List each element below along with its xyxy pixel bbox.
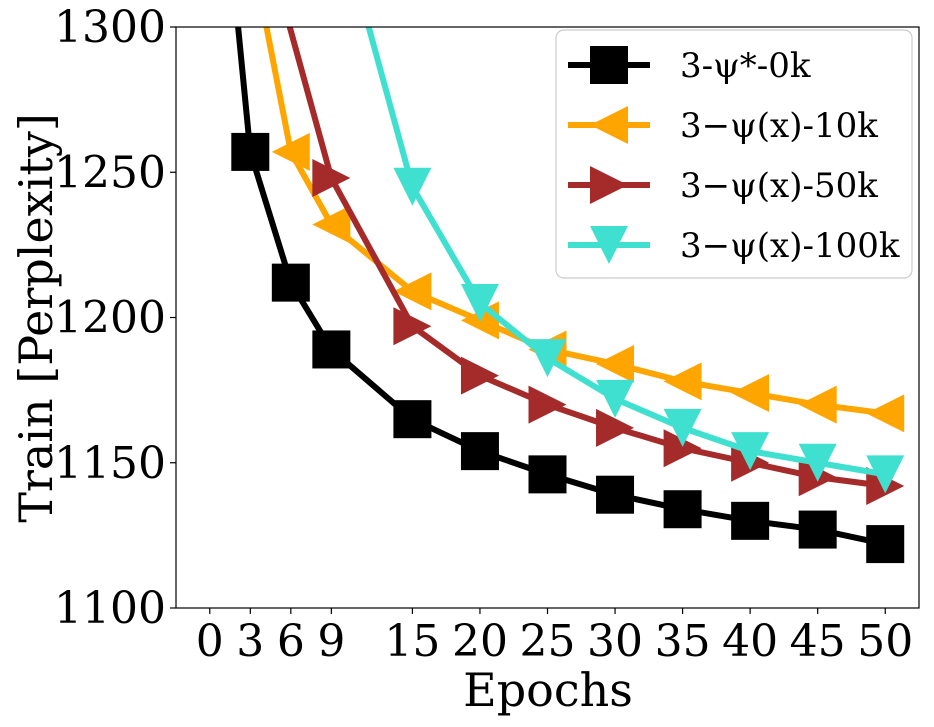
data-point-series-0: [663, 490, 702, 529]
legend-box: [555, 29, 913, 279]
data-point-series-3: [393, 167, 432, 206]
series-line-2: [286, 27, 886, 489]
data-point-series-3: [460, 283, 499, 322]
data-point-series-2: [393, 307, 432, 346]
axes-layer: 0 3 6 9 15 20 25 30 35 40 45 50 1100 1150 1200 1250 1300: [54, 2, 913, 667]
data-point-series-2: [663, 429, 702, 468]
x-tick-label: 45: [790, 616, 846, 667]
x-tick-label: 0: [196, 616, 224, 667]
x-axis-label: Epochs: [463, 663, 633, 717]
data-point-series-1: [731, 374, 770, 413]
legend-marker-2: [590, 166, 628, 204]
data-point-series-1: [271, 132, 310, 171]
y-tick-label: 1100: [54, 583, 166, 634]
data-point-series-3: [866, 455, 905, 494]
data-point-series-0: [731, 501, 770, 540]
data-point-series-1: [866, 394, 905, 433]
x-tick-label: 25: [520, 616, 576, 667]
y-tick-label: 1200: [54, 293, 166, 344]
x-tick-label: 15: [384, 616, 440, 667]
legend-label-1: 3−ψ(x)-10k: [680, 106, 878, 146]
data-point-series-3: [528, 339, 567, 378]
data-point-series-3: [731, 432, 770, 471]
y-tick-label: 1250: [54, 147, 166, 198]
x-tick-label: 40: [722, 616, 778, 667]
legend-marker-0: [590, 46, 628, 84]
data-point-series-0: [596, 475, 635, 514]
legend-label-3: 3−ψ(x)-100k: [680, 226, 900, 266]
data-point-series-1: [663, 362, 702, 401]
x-tick-label: 50: [857, 616, 913, 667]
data-point-series-2: [528, 385, 567, 424]
x-tick-label: 35: [655, 616, 711, 667]
data-point-series-0: [312, 330, 351, 369]
data-point-series-2: [312, 159, 351, 198]
y-tick-label: 1300: [54, 2, 166, 53]
data-point-series-3: [798, 443, 837, 482]
data-point-series-0: [528, 455, 567, 494]
data-point-series-3: [663, 408, 702, 447]
data-point-series-0: [231, 132, 270, 171]
x-tick-label: 6: [277, 616, 305, 667]
legend-label-2: 3−ψ(x)-50k: [680, 166, 878, 206]
data-point-series-2: [460, 356, 499, 395]
series-layer: [231, 27, 905, 564]
x-tick-label: 20: [452, 616, 508, 667]
legend: 3-ψ*-0k 3−ψ(x)-10k 3−ψ(x)-50k 3−ψ(x)-100k: [555, 29, 913, 279]
legend-marker-3: [590, 226, 628, 264]
legend-label-0: 3-ψ*-0k: [680, 46, 811, 86]
data-point-series-1: [393, 272, 432, 311]
data-point-series-0: [866, 525, 905, 564]
data-point-series-2: [596, 408, 635, 447]
x-tick-label: 30: [587, 616, 643, 667]
data-point-series-1: [596, 344, 635, 383]
y-axis-label: Train [Perplexity]: [9, 113, 63, 523]
x-tick-label: 9: [317, 616, 345, 667]
data-point-series-0: [460, 432, 499, 471]
legend-marker-1: [590, 106, 628, 144]
data-point-series-0: [798, 510, 837, 549]
data-point-series-0: [393, 400, 432, 439]
data-point-series-1: [798, 385, 837, 424]
x-tick-label: 3: [236, 616, 264, 667]
data-point-series-3: [596, 379, 635, 418]
data-point-series-1: [312, 205, 351, 244]
data-point-series-0: [271, 263, 310, 302]
y-tick-label: 1150: [54, 438, 166, 489]
